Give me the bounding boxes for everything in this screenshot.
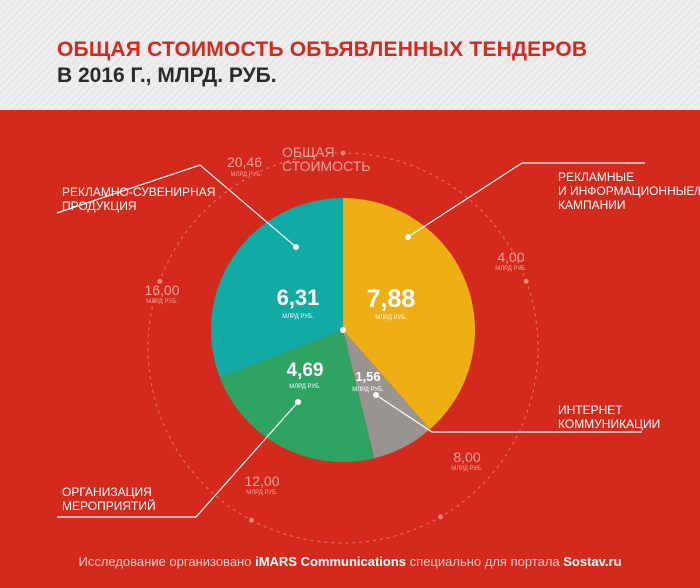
scale-dot bbox=[249, 517, 254, 523]
scale-dot bbox=[340, 150, 346, 156]
scale-dots bbox=[157, 150, 529, 523]
slice-souvenir bbox=[211, 198, 343, 378]
callout-events-line2: МЕРОПРИЯТИЙ bbox=[62, 498, 156, 513]
callout-internet-line2: КОММУНИКАЦИИ bbox=[558, 417, 660, 431]
scale-tick-16: 16,00 bbox=[144, 282, 179, 298]
callout-pr-line3: КАМПАНИИ bbox=[558, 198, 626, 212]
footer-org: iMARS Communications bbox=[255, 554, 407, 569]
scale-unit-8: МЛРД РУБ. bbox=[451, 466, 483, 472]
callout-line-pr bbox=[407, 162, 645, 238]
footer-note: Исследование организовано iMARS Communic… bbox=[0, 554, 700, 569]
slice-internet bbox=[343, 330, 430, 459]
scale-tick-4: 4,00 bbox=[497, 249, 524, 265]
scale-dot bbox=[157, 278, 163, 284]
callout-line-events bbox=[57, 401, 299, 518]
callout-dot-internet bbox=[373, 392, 379, 398]
callout-dot-events bbox=[295, 399, 301, 405]
callout-line-souvenir bbox=[56, 164, 297, 248]
callout-internet-line1: ИНТЕРНЕТ bbox=[558, 403, 623, 417]
slice-pr bbox=[343, 198, 476, 430]
total-label-line2: СТОИМОСТЬ bbox=[282, 158, 370, 174]
footer-portal: Sostav.ru bbox=[563, 554, 622, 569]
callout-events-line1: ОРГАНИЗАЦИЯ bbox=[62, 485, 152, 499]
header-band: ОБЩАЯ СТОИМОСТЬ ОБЪЯВЛЕННЫХ ТЕНДЕРОВ В 2… bbox=[0, 0, 700, 110]
callout-dot-pr bbox=[405, 234, 411, 240]
scale-unit-16: МЛРД РУБ. bbox=[146, 299, 178, 305]
scale-unit-12: МЛРД РУБ. bbox=[246, 490, 278, 496]
footer-prefix: Исследование организовано bbox=[78, 554, 256, 569]
callout-souvenir-line1: РЕКЛАМНО-СУВЕНИРНАЯ bbox=[62, 185, 215, 199]
slice-unit-events: МЛРД РУБ. bbox=[289, 384, 321, 390]
scale-dot bbox=[523, 278, 529, 284]
footer-middle: специально для портала bbox=[406, 554, 564, 569]
scale-label-total: 20,46 bbox=[227, 154, 262, 170]
chart-subtitle: В 2016 Г., МЛРД. РУБ. bbox=[57, 64, 277, 87]
scale-dot bbox=[438, 514, 443, 520]
slice-unit-internet: МЛРД РУБ. bbox=[352, 387, 384, 393]
scale-tick-8: 8,00 bbox=[453, 449, 480, 465]
callout-pr-line1: РЕКЛАМНЫЕ bbox=[558, 170, 634, 184]
chart-title: ОБЩАЯ СТОИМОСТЬ ОБЪЯВЛЕННЫХ ТЕНДЕРОВ bbox=[57, 38, 588, 61]
callout-souvenir-line2: ПРОДУКЦИЯ bbox=[62, 199, 136, 213]
scale-unit-total: МЛРД РУБ. bbox=[230, 172, 262, 178]
slice-value-events: 4,69 bbox=[287, 360, 324, 381]
slice-unit-pr: МЛРД РУБ. bbox=[375, 315, 407, 321]
callout-line-internet bbox=[375, 394, 642, 433]
slice-events bbox=[219, 330, 375, 462]
pie-center-dot bbox=[340, 327, 346, 333]
callout-pr-line2: И ИНФОРМАЦИОННЫЕ/PR bbox=[558, 184, 700, 198]
scale-tick-12: 12,00 bbox=[244, 473, 279, 489]
total-label-line1: ОБЩАЯ bbox=[282, 144, 335, 160]
callout-dot-souvenir bbox=[293, 244, 299, 250]
pie-slices bbox=[211, 198, 476, 462]
slice-value-internet: 1,56 bbox=[355, 369, 380, 384]
slice-unit-souvenir: МЛРД РУБ. bbox=[282, 314, 314, 320]
slice-value-pr: 7,88 bbox=[367, 285, 416, 313]
slice-value-souvenir: 6,31 bbox=[277, 285, 320, 310]
scale-unit-4: МЛРД РУБ. bbox=[495, 266, 527, 272]
